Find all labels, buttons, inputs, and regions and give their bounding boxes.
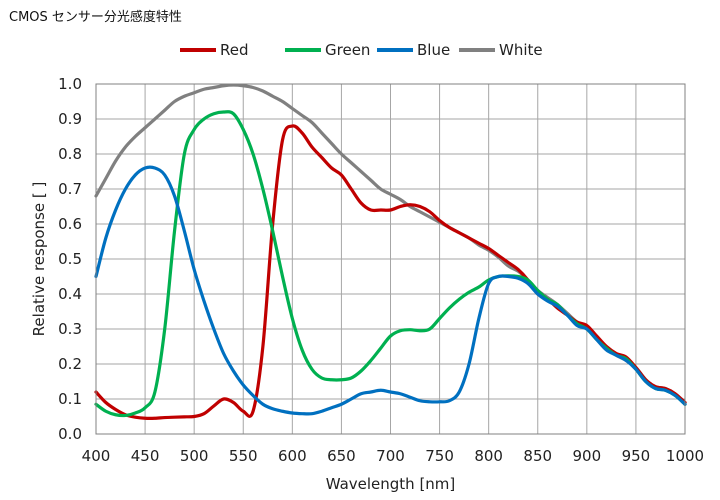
x-axis-label: Wavelength [nm] [326, 475, 456, 493]
y-tick-label: 0.0 [58, 425, 82, 443]
y-tick-label: 0.5 [58, 250, 82, 268]
series-lines [94, 83, 687, 420]
y-tick-label: 0.6 [58, 215, 82, 233]
y-tick-label: 0.1 [58, 390, 82, 408]
series-line-blue [94, 165, 687, 416]
y-axis-label: Relative response [ ] [30, 182, 48, 337]
y-tick-label: 0.9 [58, 110, 82, 128]
x-tick-label: 800 [474, 447, 503, 465]
x-tick-label: 400 [82, 447, 111, 465]
chart-title: CMOS センサー分光感度特性 [9, 10, 182, 25]
x-tick-label: 500 [180, 447, 209, 465]
y-tick-label: 1.0 [58, 75, 82, 93]
legend: Red Green Blue White [180, 41, 543, 59]
x-tick-label: 1000 [666, 447, 704, 465]
x-axis-ticks: 400 450 500 550 600 650 700 750 800 850 900 950 1000 [82, 447, 704, 465]
legend-label-red: Red [220, 41, 249, 59]
x-tick-label: 700 [376, 447, 405, 465]
y-tick-label: 0.8 [58, 145, 82, 163]
x-tick-label: 600 [278, 447, 307, 465]
x-tick-label: 900 [573, 447, 602, 465]
x-tick-label: 950 [622, 447, 651, 465]
legend-label-green: Green [325, 41, 370, 59]
series-line-red [94, 124, 687, 420]
y-tick-label: 0.2 [58, 355, 82, 373]
x-tick-label: 650 [327, 447, 356, 465]
legend-label-white: White [499, 41, 543, 59]
y-axis-ticks: 0.0 0.1 0.2 0.3 0.4 0.5 0.6 0.7 0.8 0.9 1.0 [58, 75, 82, 443]
x-tick-label: 750 [425, 447, 454, 465]
plot-border [95, 83, 686, 435]
x-tick-label: 450 [131, 447, 160, 465]
y-tick-label: 0.7 [58, 180, 82, 198]
x-tick-label: 550 [229, 447, 258, 465]
legend-label-blue: Blue [417, 41, 450, 59]
y-tick-label: 0.4 [58, 285, 82, 303]
y-tick-label: 0.3 [58, 320, 82, 338]
x-tick-label: 850 [523, 447, 552, 465]
